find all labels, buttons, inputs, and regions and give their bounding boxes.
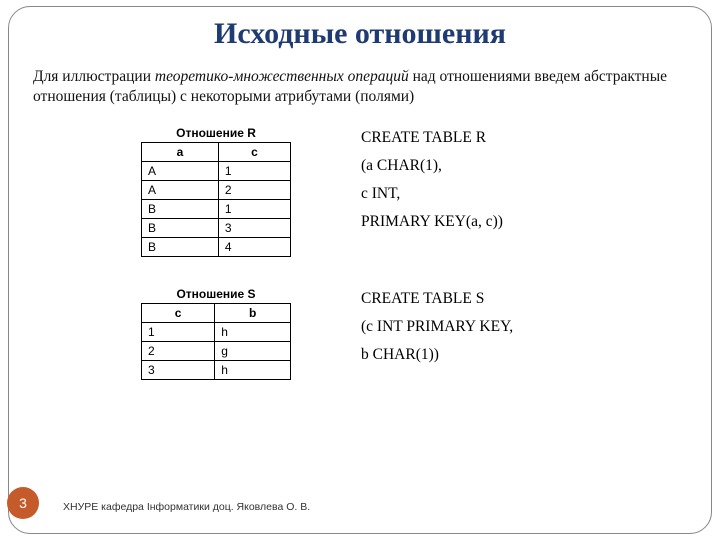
col-header: c xyxy=(142,304,215,323)
table-s-caption: Отношение S xyxy=(141,285,291,303)
sql-line: c INT, xyxy=(361,180,503,208)
table-r: a c A1 A2 B1 B3 B4 xyxy=(141,142,291,257)
relation-r-block: Отношение R a c A1 A2 B1 B3 B4 CREATE TA… xyxy=(33,124,687,257)
col-header: c xyxy=(218,143,290,162)
table-row: B4 xyxy=(142,238,291,257)
table-row: A1 xyxy=(142,162,291,181)
intro-pre: Для иллюстрации xyxy=(33,68,155,85)
intro-text: Для иллюстрации теоретико-множественных … xyxy=(33,67,687,109)
col-header: a xyxy=(142,143,219,162)
intro-em: теоретико-множественных операций xyxy=(155,68,409,85)
table-row: 2g xyxy=(142,342,291,361)
slide-frame: Исходные отношения Для иллюстрации теоре… xyxy=(8,6,712,534)
sql-line: b CHAR(1)) xyxy=(361,341,513,369)
table-row: 3h xyxy=(142,361,291,380)
sql-line: CREATE TABLE R xyxy=(361,124,503,152)
table-row: 1h xyxy=(142,323,291,342)
table-row: A2 xyxy=(142,181,291,200)
col-header: b xyxy=(215,304,291,323)
table-s-wrap: Отношение S c b 1h 2g 3h xyxy=(141,285,291,380)
table-row: c b xyxy=(142,304,291,323)
sql-r: CREATE TABLE R (a CHAR(1), c INT, PRIMAR… xyxy=(361,124,503,236)
table-row: B3 xyxy=(142,219,291,238)
sql-line: CREATE TABLE S xyxy=(361,285,513,313)
page-number: 3 xyxy=(7,487,39,519)
footer-text: ХНУРЕ кафедра Інформатики доц. Яковлева … xyxy=(63,501,310,513)
table-r-caption: Отношение R xyxy=(141,124,291,142)
slide-title: Исходные отношения xyxy=(33,17,687,51)
table-row: a c xyxy=(142,143,291,162)
table-s: c b 1h 2g 3h xyxy=(141,303,291,380)
relation-s-block: Отношение S c b 1h 2g 3h CREATE TABLE S … xyxy=(33,285,687,380)
sql-s: CREATE TABLE S (c INT PRIMARY KEY, b CHA… xyxy=(361,285,513,369)
sql-line: (a CHAR(1), xyxy=(361,152,503,180)
sql-line: PRIMARY KEY(a, c)) xyxy=(361,208,503,236)
sql-line: (c INT PRIMARY KEY, xyxy=(361,313,513,341)
table-row: B1 xyxy=(142,200,291,219)
table-r-wrap: Отношение R a c A1 A2 B1 B3 B4 xyxy=(141,124,291,257)
